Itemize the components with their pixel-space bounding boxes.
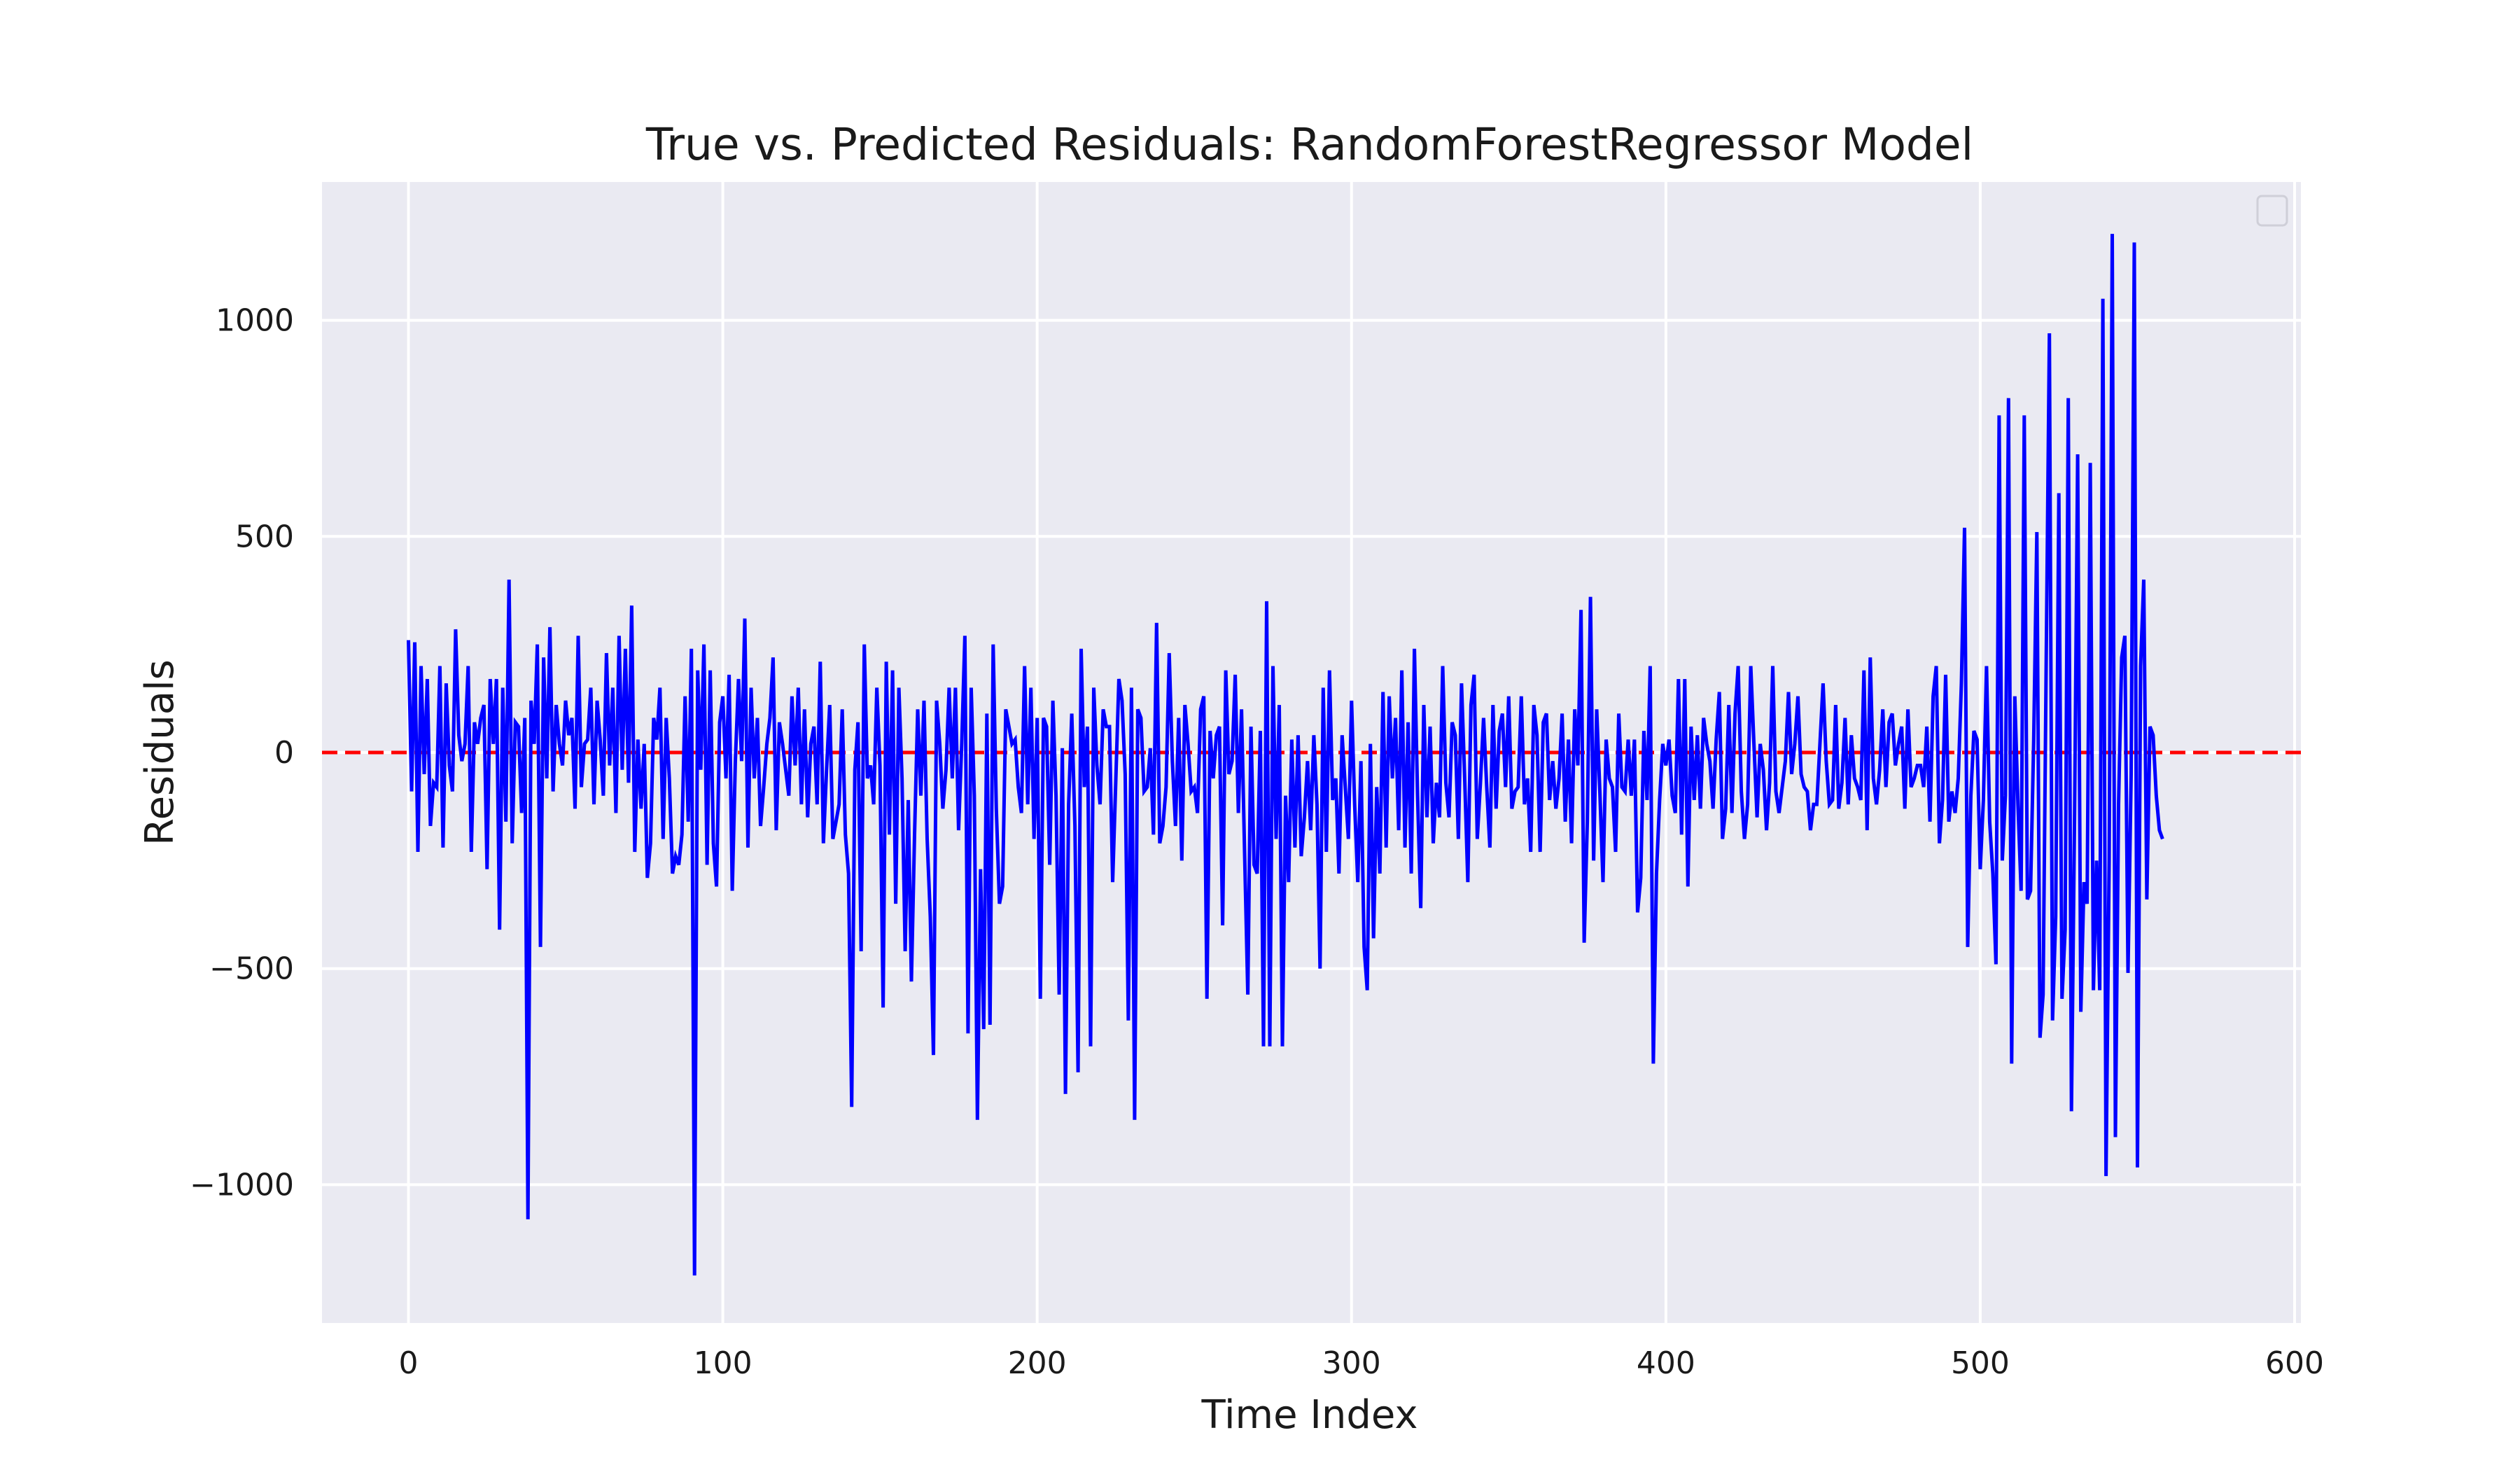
x-axis-label: Time Index [1200,1392,1418,1438]
y-tick-label: 0 [274,735,294,771]
y-axis-label: Residuals [137,659,183,846]
y-tick-label: −500 [209,951,294,987]
y-tick-labels: −1000 −500 0 500 1000 [190,303,294,1203]
x-tick-label: 200 [1008,1345,1067,1381]
y-tick-label: 1000 [216,303,294,339]
x-tick-label: 0 [398,1345,418,1381]
chart-title: True vs. Predicted Residuals: RandomFore… [645,119,1973,170]
y-tick-label: −1000 [190,1167,294,1203]
x-tick-labels: 0 100 200 300 400 500 600 [398,1345,2324,1381]
x-tick-label: 100 [694,1345,752,1381]
x-tick-label: 500 [1951,1345,2010,1381]
x-tick-label: 400 [1637,1345,1695,1381]
x-tick-label: 300 [1322,1345,1381,1381]
residuals-series-line [407,234,2164,1276]
y-tick-label: 500 [235,519,294,554]
x-tick-label: 600 [2265,1345,2324,1381]
legend-box [2256,195,2288,227]
